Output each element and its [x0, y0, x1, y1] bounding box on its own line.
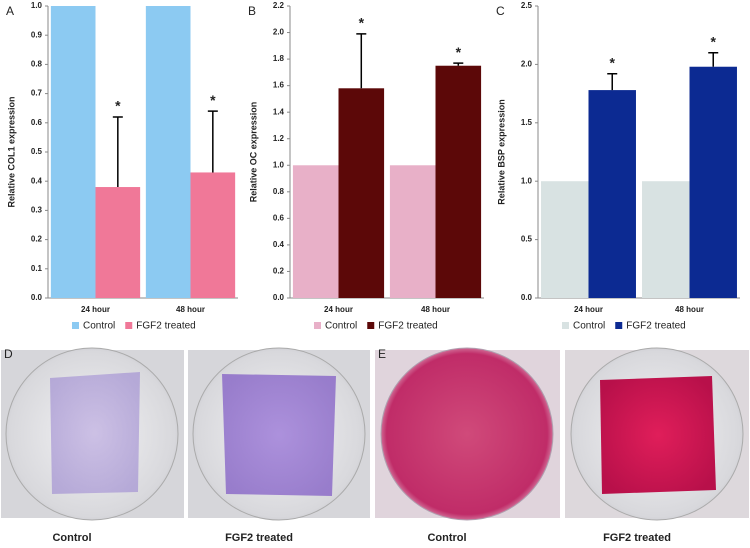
error-bar	[607, 72, 618, 91]
error-bar	[356, 33, 367, 89]
y-tick-label: 1.6	[273, 81, 285, 90]
legend-swatch	[562, 322, 569, 329]
y-tick-label: 1.2	[273, 134, 285, 143]
y-tick-label: 0.8	[273, 187, 285, 196]
photo-caption: FGF2 treated	[225, 532, 293, 544]
y-tick-label: 1.0	[273, 160, 285, 169]
bar	[541, 181, 589, 298]
y-tick-label: 0.2	[273, 267, 285, 276]
y-tick-label: 0.0	[273, 293, 285, 302]
y-tick-label: 0.2	[31, 235, 43, 244]
bar	[338, 88, 385, 298]
x-tick-label: 24 hour	[81, 305, 110, 314]
bar	[642, 181, 690, 298]
y-tick-label: 1.0	[31, 1, 43, 10]
legend-label: FGF2 treated	[626, 321, 685, 332]
legend-swatch	[314, 322, 321, 329]
legend-swatch	[125, 322, 133, 329]
stain	[50, 372, 140, 494]
stain	[600, 376, 716, 494]
y-tick-label: 0.1	[31, 264, 43, 273]
bar	[292, 165, 339, 298]
x-tick-label: 48 hour	[421, 305, 450, 314]
legend-swatch	[72, 322, 79, 329]
y-tick-label: 0.5	[521, 235, 533, 244]
error-bar	[453, 62, 464, 66]
stain	[222, 374, 336, 496]
y-tick-label: 0.7	[31, 89, 43, 98]
legend-label: FGF2 treated	[136, 321, 195, 332]
y-tick-label: 0.5	[31, 147, 43, 156]
panel-label: D	[4, 347, 13, 361]
legend-swatch	[615, 322, 623, 329]
bar	[588, 90, 636, 298]
bar	[689, 66, 737, 299]
photo-caption: Control	[52, 532, 91, 544]
panel-label: A	[6, 4, 14, 18]
x-tick-label: 24 hour	[324, 305, 353, 314]
y-tick-label: 0.0	[31, 293, 43, 302]
y-tick-label: 0.0	[521, 293, 533, 302]
bar	[50, 6, 96, 298]
significance-marker: *	[359, 15, 365, 31]
error-bar	[207, 110, 218, 173]
bar	[95, 187, 141, 298]
panel-label: B	[248, 4, 256, 18]
x-tick-label: 48 hour	[675, 305, 704, 314]
y-tick-label: 1.8	[273, 54, 285, 63]
y-axis-label: Relative COL1 expression	[6, 96, 16, 207]
y-axis-label: Relative OC expression	[248, 102, 258, 203]
bar	[435, 65, 482, 299]
x-tick-label: 24 hour	[574, 305, 603, 314]
y-tick-label: 2.5	[521, 1, 533, 10]
y-tick-label: 1.0	[521, 176, 533, 185]
y-tick-label: 2.2	[273, 1, 285, 10]
y-tick-label: 0.6	[31, 118, 43, 127]
legend-label: Control	[83, 321, 115, 332]
y-tick-label: 0.3	[31, 206, 43, 215]
bar	[190, 172, 236, 298]
error-bar	[708, 51, 719, 67]
significance-marker: *	[711, 33, 717, 49]
significance-marker: *	[210, 92, 216, 108]
significance-marker: *	[610, 54, 616, 70]
y-tick-label: 2.0	[521, 60, 533, 69]
significance-marker: *	[456, 44, 462, 60]
y-tick-label: 1.5	[521, 118, 533, 127]
legend-label: Control	[325, 321, 357, 332]
y-tick-label: 0.4	[273, 240, 285, 249]
legend-label: Control	[573, 321, 605, 332]
error-bar	[112, 116, 123, 188]
y-axis-label: Relative BSP expression	[496, 99, 506, 204]
panel-label: E	[378, 347, 386, 361]
legend-swatch	[367, 322, 375, 329]
panel-label: C	[496, 4, 505, 18]
y-tick-label: 0.6	[273, 213, 285, 222]
well	[380, 347, 554, 521]
legend-label: FGF2 treated	[378, 321, 437, 332]
photo-caption: Control	[427, 532, 466, 544]
y-tick-label: 1.4	[273, 107, 285, 116]
y-tick-label: 2.0	[273, 28, 285, 37]
bar	[389, 165, 436, 298]
photo-caption: FGF2 treated	[603, 532, 671, 544]
x-tick-label: 48 hour	[176, 305, 205, 314]
y-tick-label: 0.8	[31, 60, 43, 69]
y-tick-label: 0.4	[31, 176, 43, 185]
bar	[145, 6, 191, 298]
y-tick-label: 0.9	[31, 30, 43, 39]
photo-panels	[1, 347, 749, 521]
significance-marker: *	[115, 98, 121, 114]
